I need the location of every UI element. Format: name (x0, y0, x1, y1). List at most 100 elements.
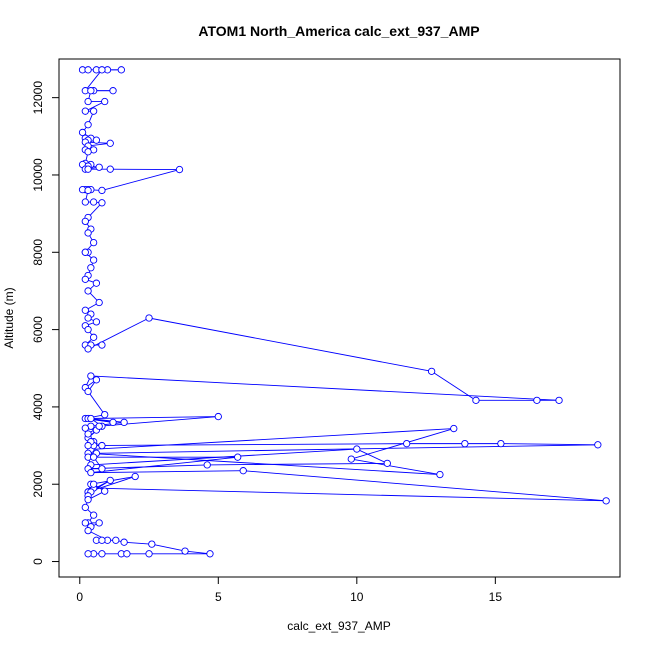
data-point (81, 248, 89, 256)
data-point (203, 461, 211, 469)
data-point (347, 455, 355, 463)
data-point (81, 503, 89, 512)
data-point (461, 439, 469, 448)
series-segment (96, 444, 598, 454)
data-point (81, 275, 89, 283)
data-point (89, 256, 98, 264)
data-point (106, 165, 114, 173)
data-point (353, 445, 361, 453)
x-tick-label: 0 (76, 590, 83, 604)
x-tick-label: 10 (350, 590, 364, 604)
data-point (84, 121, 92, 129)
data-point (84, 387, 92, 396)
data-point (84, 229, 92, 237)
y-tick-label: 2000 (31, 471, 45, 498)
series-segment (90, 470, 244, 474)
data-point (95, 163, 103, 171)
data-point (92, 376, 101, 384)
data-point (112, 536, 120, 544)
data-point (131, 472, 139, 481)
data-point (214, 412, 222, 421)
series-segment (207, 462, 388, 466)
data-point (98, 341, 106, 349)
data-point (81, 519, 89, 527)
data-point (81, 424, 89, 432)
data-point (84, 186, 92, 195)
data-point (403, 439, 411, 448)
data-point (84, 97, 92, 106)
data-point (81, 306, 89, 314)
series-segment (185, 550, 211, 555)
series-segment (87, 391, 106, 415)
data-point (92, 279, 101, 287)
data-point (109, 87, 117, 95)
data-point (84, 526, 92, 535)
y-tick-label: 8000 (31, 239, 45, 266)
series-segment (151, 543, 186, 552)
data-point (89, 198, 98, 206)
data-point (84, 325, 92, 334)
series-segment (87, 317, 150, 350)
x-axis-label: calc_ext_937_AMP (287, 619, 390, 633)
data-point (555, 396, 563, 404)
data-point (87, 414, 95, 423)
x-axis: 0 5 10 15 (76, 576, 503, 604)
data-point (81, 217, 89, 226)
data-point (533, 396, 541, 404)
series-segment (356, 448, 388, 464)
series-segment (124, 541, 152, 545)
series-segment (93, 487, 607, 502)
series-segment (243, 470, 607, 502)
data-point (98, 66, 106, 74)
data-point (84, 165, 92, 173)
x-tick-label: 5 (215, 590, 222, 604)
data-point (98, 550, 106, 558)
series-segment (88, 443, 407, 447)
data-point (436, 470, 444, 479)
series-segment (148, 317, 432, 372)
data-point (84, 441, 92, 450)
data-point (497, 439, 505, 448)
data-point (81, 107, 89, 115)
data-point (95, 519, 103, 527)
data-point (145, 550, 153, 558)
data-point (89, 453, 98, 461)
y-axis: 0 2000 4000 6000 8000 10000 12000 (31, 81, 60, 565)
data-point (117, 66, 125, 74)
chart-title: ATOM1 North_America calc_ext_937_AMP (198, 23, 479, 39)
data-point (89, 511, 98, 519)
data-point (239, 467, 247, 475)
data-point (87, 468, 95, 477)
data-point (472, 396, 480, 404)
y-tick-label: 10000 (31, 158, 45, 192)
data-point (78, 128, 87, 137)
data-point (84, 148, 92, 156)
x-tick-label: 15 (489, 590, 503, 604)
data-point (89, 238, 98, 247)
data-point (106, 139, 114, 147)
series-segment (90, 416, 219, 419)
data-point (92, 318, 101, 326)
data-point (84, 430, 92, 438)
data-point (95, 298, 103, 307)
data-point (181, 547, 189, 555)
series-segment (90, 428, 454, 450)
data-point (87, 372, 95, 380)
data-point (95, 422, 103, 430)
data-point (81, 198, 89, 206)
series-segment (84, 69, 103, 91)
data-point (206, 550, 214, 558)
data-point (84, 345, 92, 353)
data-point (106, 476, 114, 485)
data-point (109, 418, 117, 427)
data-point (87, 264, 95, 272)
series-segment (101, 169, 180, 191)
data-point (98, 441, 106, 450)
data-point (120, 418, 128, 427)
data-point (84, 314, 92, 322)
data-point (383, 459, 391, 467)
data-point (92, 136, 101, 144)
y-tick-label: 0 (31, 558, 45, 565)
data-point (84, 66, 92, 74)
data-point (101, 97, 109, 106)
